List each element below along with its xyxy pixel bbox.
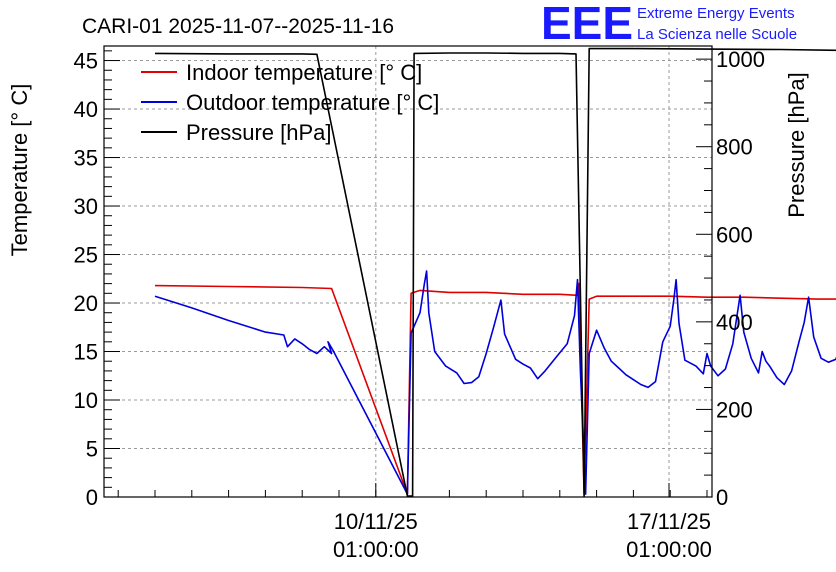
eee-logo: EEE [541,0,633,49]
logo-line1: Extreme Energy Events [637,5,795,22]
series-line-pressure [154,47,836,497]
left-tick-label-45: 45 [74,49,98,74]
x-tick-label-time-1: 01:00:00 [626,537,712,562]
left-tick-label-35: 35 [74,146,98,171]
x-tick-label-date-1: 17/11/25 [627,509,711,534]
left-tick-label-40: 40 [74,97,98,122]
ticks-group: 0 5 10 15 20 25 30 35 40 45 0 200 400 600 800 1000 10/11… [74,47,765,562]
legend-label-outdoor: Outdoor temperature [° C] [186,90,439,115]
x-tick-label-date-0: 10/11/25 [334,509,418,534]
left-tick-label-20: 20 [74,291,98,316]
y-axis-right-label: Pressure [hPa] [784,72,809,218]
series-group [154,47,836,497]
plot-border [103,45,713,498]
chart-title: CARI-01 2025-11-07--2025-11-16 [82,15,394,38]
logo-line2: La Scienza nelle Scuole [637,26,797,43]
left-tick-label-5: 5 [86,437,98,462]
legend-label-indoor: Indoor temperature [° C] [186,60,422,85]
x-tick-label-time-0: 01:00:00 [333,537,419,562]
y-axis-left-label: Temperature [° C] [7,84,32,257]
right-tick-label-400: 400 [716,310,753,335]
legend-label-pressure: Pressure [hPa] [186,120,332,145]
left-tick-label-15: 15 [74,340,98,365]
right-tick-label-0: 0 [716,485,728,510]
series-line-outdoor [154,270,836,495]
grid-lines [104,46,712,497]
right-tick-label-800: 800 [716,135,753,160]
right-tick-label-600: 600 [716,222,753,247]
left-tick-label-10: 10 [74,388,98,413]
plot-frame [103,45,713,498]
legend: Indoor temperature [° C] Outdoor temperat… [141,60,439,145]
left-tick-label-25: 25 [74,243,98,268]
left-tick-label-0: 0 [86,485,98,510]
right-tick-label-1000: 1000 [716,47,765,72]
right-tick-label-200: 200 [716,397,753,422]
left-tick-label-30: 30 [74,194,98,219]
